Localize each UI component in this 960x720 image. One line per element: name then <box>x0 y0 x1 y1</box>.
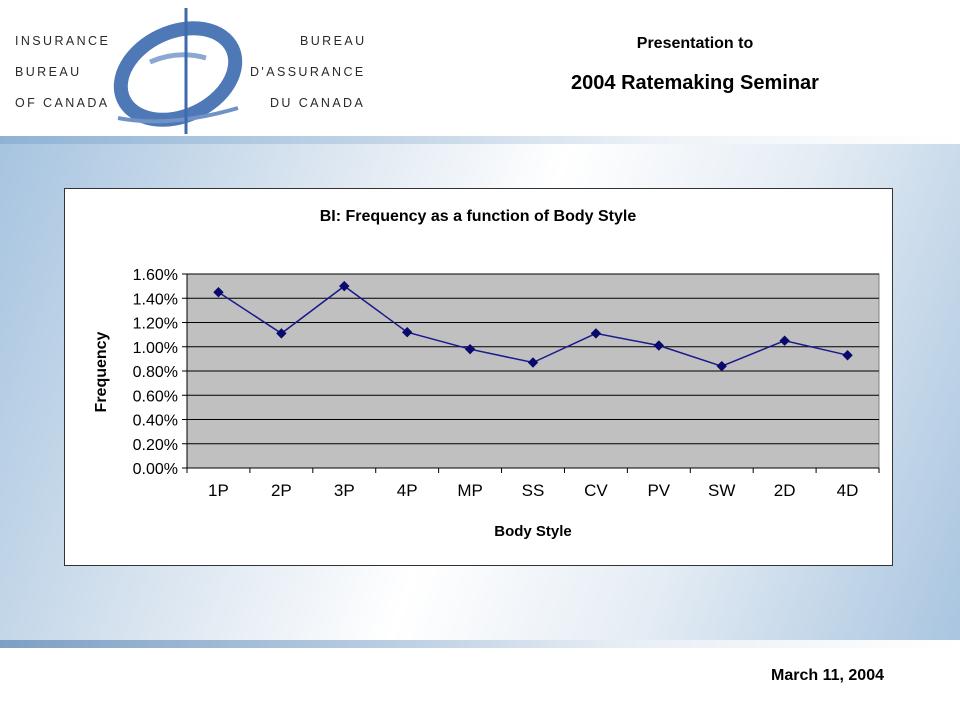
y-axis-label: Frequency <box>93 331 110 412</box>
x-tick-label: MP <box>457 481 483 500</box>
y-tick-label: 0.00% <box>133 461 178 478</box>
data-point-marker <box>842 350 853 361</box>
x-tick-label: SW <box>708 481 735 500</box>
data-point-marker <box>464 343 476 355</box>
chart-title: BI: Frequency as a function of Body Styl… <box>320 208 637 225</box>
logo-text-right-3: du Canada <box>270 96 366 110</box>
logo-text-left-1: Insurance <box>15 34 111 48</box>
frequency-line-chart: 0.00% 0.20% 0.40% 0.60% 0.80% 1.00% 1.20% 1.40%… <box>93 208 880 540</box>
logo-text-left-3: of Canada <box>15 96 110 110</box>
data-point-marker <box>527 357 539 368</box>
x-tick-label: 3P <box>334 481 355 500</box>
y-tick-label: 0.40% <box>133 413 178 430</box>
presentation-date: March 11, 2004 <box>771 667 884 684</box>
data-point-marker <box>339 280 350 292</box>
y-tick-label: 1.60% <box>133 267 178 284</box>
y-tick-label: 1.40% <box>133 291 178 308</box>
data-point-marker <box>276 328 287 339</box>
data-point-marker <box>590 328 602 339</box>
presentation-to-label: Presentation to <box>636 35 754 52</box>
y-tick-label: 1.20% <box>133 316 178 333</box>
x-tick-label: CV <box>584 481 608 500</box>
x-axis-label: Body Style <box>494 523 572 540</box>
chart-container: 0.00% 0.20% 0.40% 0.60% 0.80% 1.00% 1.20% 1.40%… <box>64 188 893 566</box>
ibc-logo-emblem <box>113 8 243 134</box>
x-tick-label: PV <box>647 481 670 500</box>
logo-text-right-1: Bureau <box>300 34 367 48</box>
slide-header: Insurance Bureau of Canada Bureau d'assu… <box>0 0 960 136</box>
header-divider-band <box>0 136 960 144</box>
x-tick-label: 2P <box>271 481 292 500</box>
x-tick-label: 2D <box>774 481 796 500</box>
x-tick-label: 4D <box>837 481 859 500</box>
ibc-logo: Insurance Bureau of Canada Bureau d'assu… <box>0 0 400 136</box>
x-tick-label: 4P <box>397 481 418 500</box>
logo-text-left-2: Bureau <box>15 65 82 79</box>
data-point-marker <box>653 340 665 351</box>
x-tick-label: SS <box>522 481 545 500</box>
data-point-marker <box>779 335 790 346</box>
footer-divider-band <box>0 640 960 648</box>
data-point-marker <box>401 326 413 338</box>
data-point-marker <box>213 286 224 298</box>
y-tick-label: 1.00% <box>133 340 178 357</box>
x-tick-label: 1P <box>208 481 229 500</box>
y-tick-label: 0.80% <box>133 364 178 381</box>
logo-text-right-2: d'assurance <box>250 65 366 79</box>
seminar-title: 2004 Ratemaking Seminar <box>571 72 819 94</box>
y-tick-label: 0.60% <box>133 388 178 405</box>
data-point-marker <box>716 360 727 372</box>
y-tick-label: 0.20% <box>133 437 178 454</box>
